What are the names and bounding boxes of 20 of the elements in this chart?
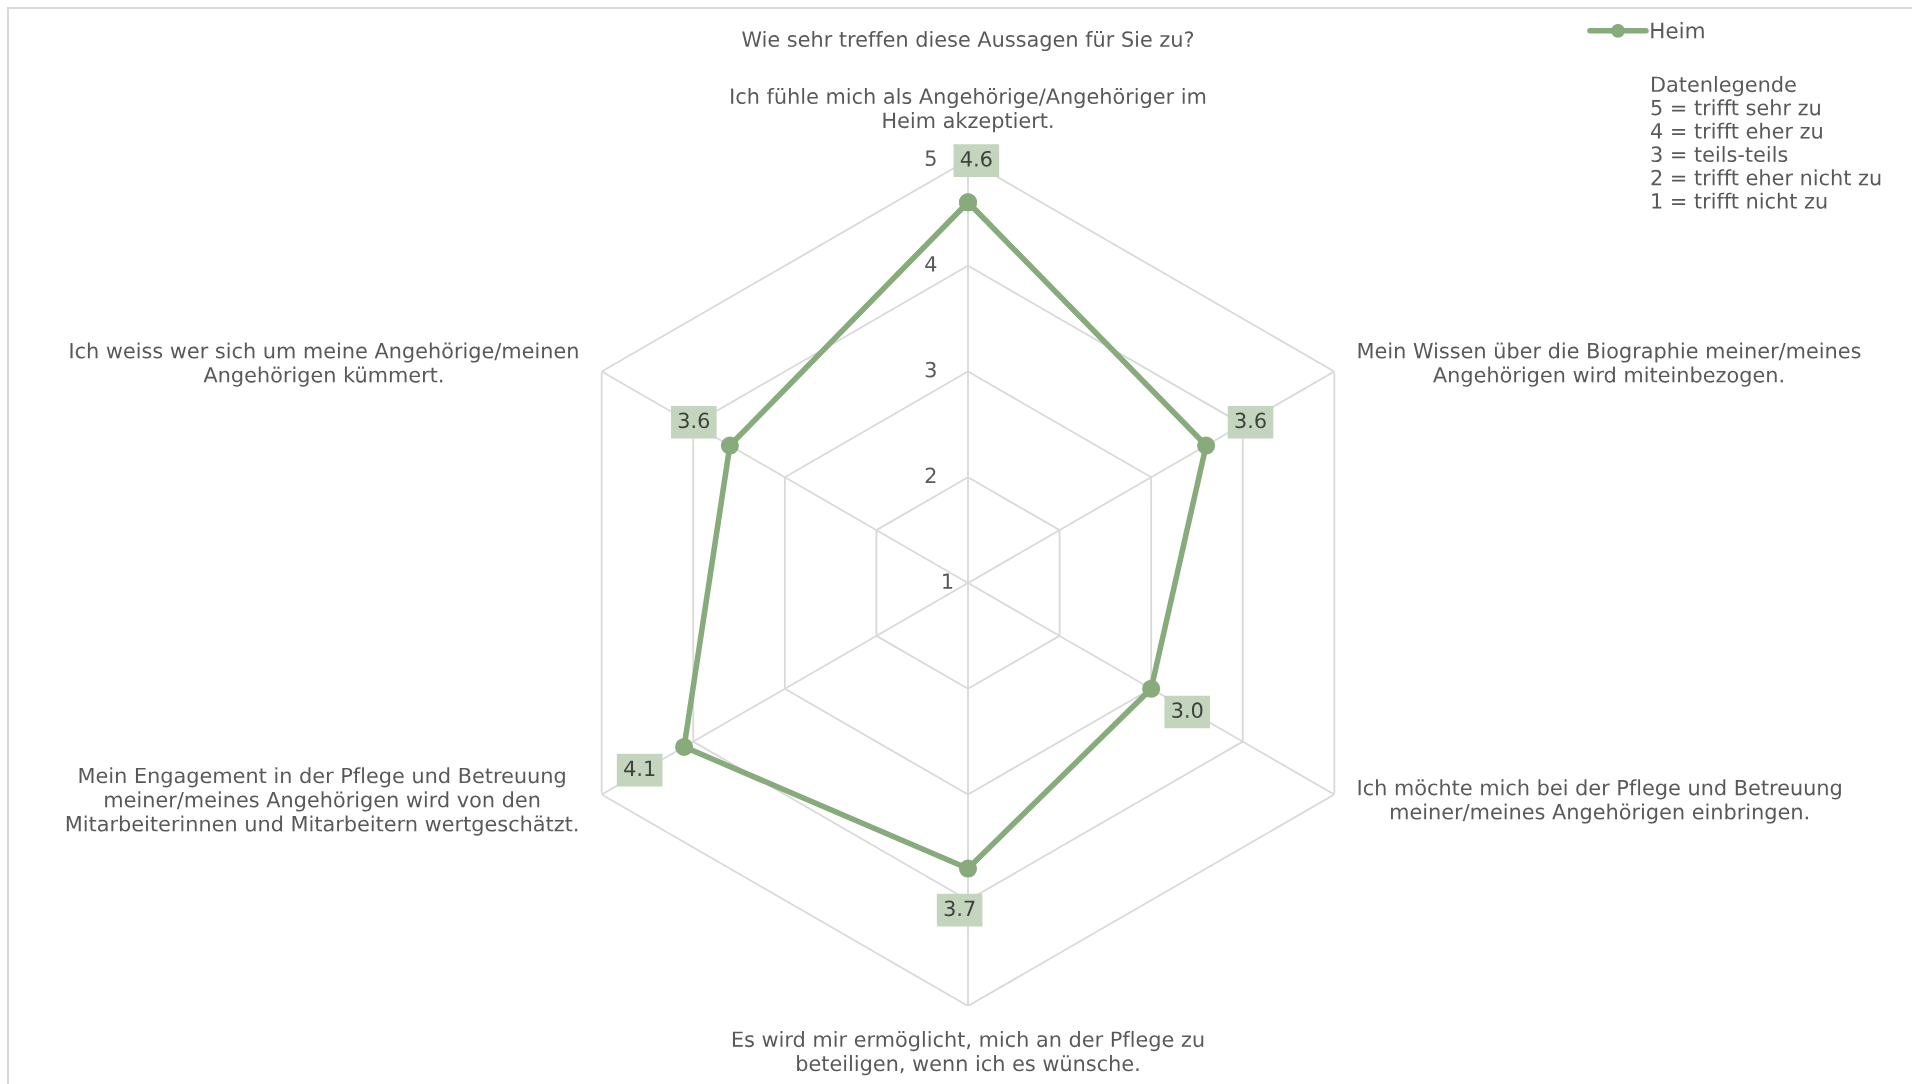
spoke-label: Ich weiss wer sich um meine Angehörige/meinen Angehörigen kümmert.	[70, 342, 578, 387]
data-label: 3.6	[678, 412, 710, 429]
legend-label: Heim	[1651, 22, 1704, 39]
data-label: 3.6	[1235, 412, 1266, 429]
spoke-label: Ich möchte mich bei der Pflege und Betreuung meiner/meines Angehörigen einbringen.	[1358, 779, 1841, 824]
y-tick-label: 2	[925, 467, 936, 483]
spoke-label: Mein Wissen über die Biographie meiner/meines Angehörigen wird miteinbezogen.	[1358, 342, 1861, 387]
y-tick-label: 1	[943, 573, 953, 589]
y-tick-label: 4	[925, 256, 937, 272]
data-label: 4.1	[624, 760, 655, 776]
chart-title: Wie sehr treffen diese Aussagen für Sie zu?	[742, 30, 1194, 52]
spoke-label: Es wird mir ermöglicht, mich an der Pflege zu beteiligen, wenn ich es wünsche.	[732, 1031, 1204, 1076]
y-tick-label: 3	[925, 361, 936, 378]
spoke-label: Ich fühle mich als Angehörige/Angehöriger im Heim akzeptiert.	[731, 87, 1206, 133]
spoke-label: Mein Engagement in der Pflege und Betreuung meiner/meines Angehörigen wird von den Mitarbeiterinnen und Mitarbeitern wertgeschätzt.	[66, 767, 578, 836]
data-label: 4.6	[960, 150, 992, 167]
y-tick-label: 5	[925, 150, 936, 167]
data-label: 3.7	[944, 900, 975, 917]
data-label: 3.0	[1172, 702, 1203, 719]
text: Datenlegende 5 = trifft sehr zu 4 = trifft eher zu 3 = teils-teils 2 = trifft eher nicht zu 1 = trifft nicht zu	[1651, 76, 1881, 209]
